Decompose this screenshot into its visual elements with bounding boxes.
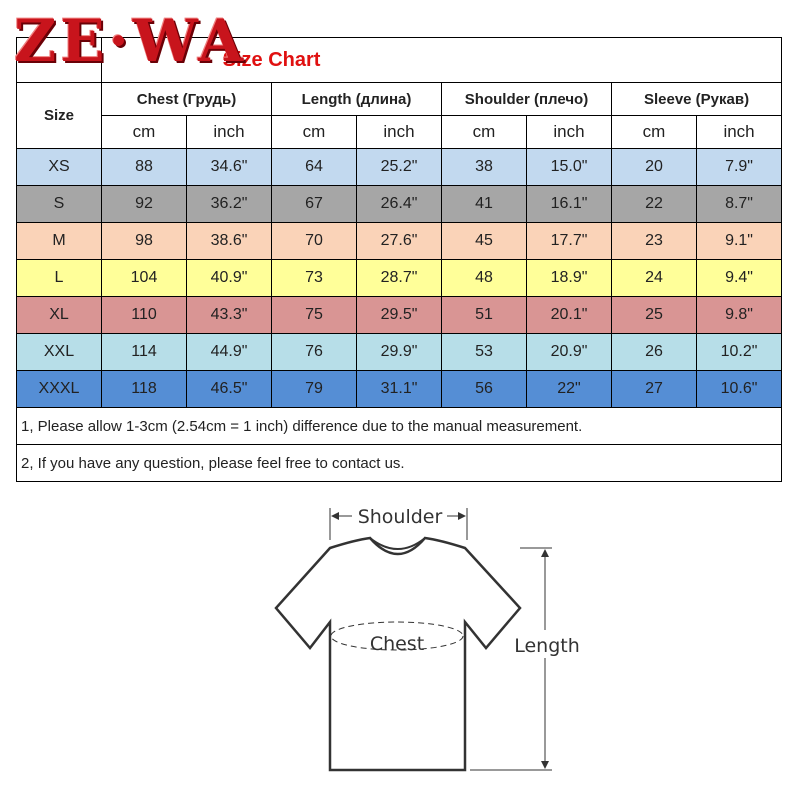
size-cell: S (16, 185, 102, 223)
value-cell: 41 (441, 185, 527, 223)
value-cell: 45 (441, 222, 527, 260)
value-cell: 51 (441, 296, 527, 334)
value-cell: 22 (611, 185, 697, 223)
value-cell: 17.7" (526, 222, 612, 260)
chart-title: Size Chart (101, 37, 783, 83)
size-chart-table: Size Chart Size Chest (Грудь) Length (дл… (15, 37, 783, 482)
value-cell: 110 (101, 296, 187, 334)
table-row: XXXL 118 46.5" 79 31.1" 56 22" 27 10.6" (16, 370, 783, 408)
value-cell: 10.6" (695, 370, 783, 408)
value-cell: 104 (101, 259, 187, 297)
header-size: Size (16, 82, 102, 149)
label-chest: Chest (370, 633, 424, 655)
header-length: Length (длина) (271, 82, 442, 116)
value-cell: 46.5" (186, 370, 272, 408)
unit-cm: cm (271, 115, 357, 149)
note-2: 2, If you have any question, please feel… (15, 444, 783, 482)
value-cell: 88 (101, 148, 187, 186)
value-cell: 22" (526, 370, 612, 408)
value-cell: 75 (271, 296, 357, 334)
value-cell: 8.7" (695, 185, 783, 223)
value-cell: 20.1" (526, 296, 612, 334)
value-cell: 31.1" (356, 370, 442, 408)
value-cell: 53 (441, 333, 527, 371)
value-cell: 92 (101, 185, 187, 223)
value-cell: 79 (271, 370, 357, 408)
label-length: Length (514, 635, 580, 657)
unit-inch: inch (526, 115, 612, 149)
value-cell: 118 (101, 370, 187, 408)
value-cell: 26 (611, 333, 697, 371)
value-cell: 9.4" (695, 259, 783, 297)
value-cell: 20 (611, 148, 697, 186)
value-cell: 25 (611, 296, 697, 334)
unit-cm: cm (101, 115, 187, 149)
header-shoulder: Shoulder (плечо) (441, 82, 612, 116)
value-cell: 16.1" (526, 185, 612, 223)
value-cell: 38 (441, 148, 527, 186)
value-cell: 9.1" (695, 222, 783, 260)
size-cell: L (16, 259, 102, 297)
unit-inch: inch (695, 115, 783, 149)
table-row: L 104 40.9" 73 28.7" 48 18.9" 24 9.4" (16, 259, 783, 297)
size-cell: XXXL (16, 370, 102, 408)
value-cell: 48 (441, 259, 527, 297)
table-row: XXL 114 44.9" 76 29.9" 53 20.9" 26 10.2" (16, 333, 783, 371)
header-chest: Chest (Грудь) (101, 82, 272, 116)
value-cell: 25.2" (356, 148, 442, 186)
brand-logo: ZE·WA (14, 7, 248, 75)
value-cell: 43.3" (186, 296, 272, 334)
unit-inch: inch (186, 115, 272, 149)
value-cell: 76 (271, 333, 357, 371)
table-row: M 98 38.6" 70 27.6" 45 17.7" 23 9.1" (16, 222, 783, 260)
value-cell: 29.5" (356, 296, 442, 334)
value-cell: 38.6" (186, 222, 272, 260)
value-cell: 40.9" (186, 259, 272, 297)
value-cell: 29.9" (356, 333, 442, 371)
value-cell: 7.9" (695, 148, 783, 186)
value-cell: 26.4" (356, 185, 442, 223)
value-cell: 34.6" (186, 148, 272, 186)
note-1: 1, Please allow 1-3cm (2.54cm = 1 inch) … (15, 407, 783, 445)
value-cell: 20.9" (526, 333, 612, 371)
value-cell: 28.7" (356, 259, 442, 297)
value-cell: 98 (101, 222, 187, 260)
value-cell: 73 (271, 259, 357, 297)
value-cell: 67 (271, 185, 357, 223)
table-row: XL 110 43.3" 75 29.5" 51 20.1" 25 9.8" (16, 296, 783, 334)
table-row: S 92 36.2" 67 26.4" 41 16.1" 22 8.7" (16, 185, 783, 223)
size-cell: XL (16, 296, 102, 334)
value-cell: 9.8" (695, 296, 783, 334)
value-cell: 24 (611, 259, 697, 297)
value-cell: 23 (611, 222, 697, 260)
value-cell: 15.0" (526, 148, 612, 186)
header-sleeve: Sleeve (Рукав) (610, 82, 783, 116)
value-cell: 70 (271, 222, 357, 260)
value-cell: 27 (611, 370, 697, 408)
value-cell: 114 (101, 333, 187, 371)
unit-cm: cm (611, 115, 697, 149)
size-cell: M (16, 222, 102, 260)
unit-cm: cm (441, 115, 527, 149)
unit-inch: inch (356, 115, 442, 149)
table-row: XS 88 34.6" 64 25.2" 38 15.0" 20 7.9" (16, 148, 783, 186)
value-cell: 44.9" (186, 333, 272, 371)
value-cell: 10.2" (695, 333, 783, 371)
value-cell: 36.2" (186, 185, 272, 223)
value-cell: 64 (271, 148, 357, 186)
tshirt-diagram: Shoulder Chest Length (274, 506, 580, 772)
size-cell: XXL (16, 333, 102, 371)
label-shoulder: Shoulder (358, 506, 443, 528)
value-cell: 56 (441, 370, 527, 408)
size-cell: XS (16, 148, 102, 186)
value-cell: 27.6" (356, 222, 442, 260)
value-cell: 18.9" (526, 259, 612, 297)
